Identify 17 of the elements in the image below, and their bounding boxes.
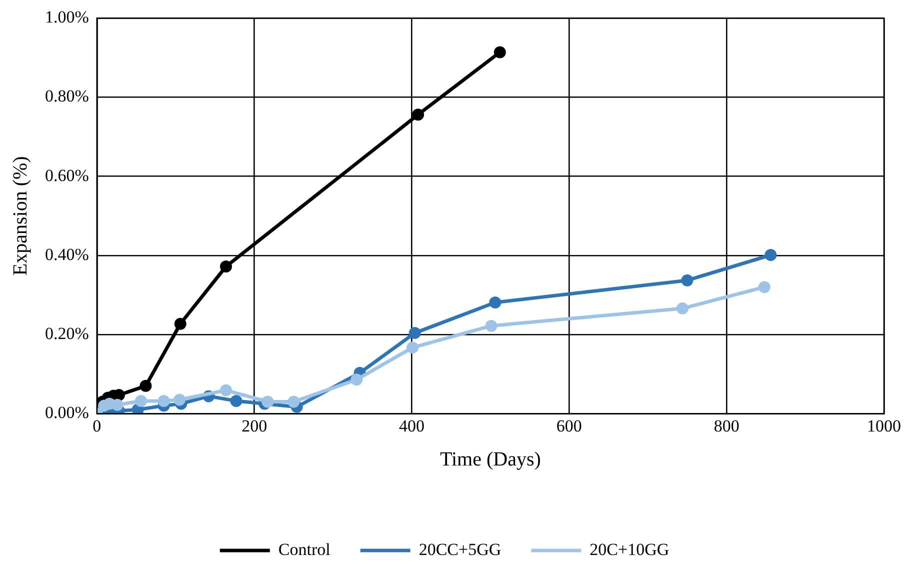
y-axis-title: Expansion (%): [9, 156, 32, 276]
y-tick-label: 0.00%: [44, 403, 89, 422]
x-tick-label: 400: [398, 416, 424, 436]
x-tick-label: 600: [556, 416, 582, 436]
x-tick-label: 200: [242, 416, 268, 436]
x-tick-label: 800: [714, 416, 740, 436]
y-tick-label: 1.00%: [44, 8, 89, 27]
x-tick-label: 1000: [867, 416, 901, 436]
legend-label: Control: [278, 540, 331, 559]
legend-label: 20C+10GG: [590, 540, 670, 559]
legend-label: 20CC+5GG: [418, 540, 502, 559]
y-tick-label: 0.40%: [44, 244, 89, 264]
y-tick-label: 0.60%: [44, 166, 89, 185]
x-axis-title: Time (Days): [440, 448, 541, 470]
y-tick-label: 0.80%: [44, 86, 89, 106]
x-tick-label: 0: [92, 416, 102, 436]
y-tick-label: 0.20%: [44, 324, 89, 343]
